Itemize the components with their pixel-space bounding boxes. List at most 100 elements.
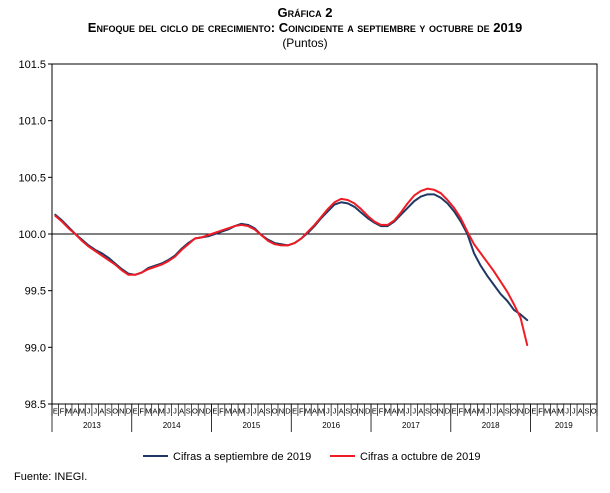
x-year-label: 2019: [555, 421, 573, 430]
x-month-label: M: [398, 407, 404, 416]
x-month-label: O: [192, 407, 198, 416]
x-month-label: A: [392, 407, 397, 416]
x-month-label: M: [145, 407, 151, 416]
x-month-label: S: [186, 407, 191, 416]
x-month-label: A: [498, 407, 503, 416]
x-month-label: S: [345, 407, 350, 416]
x-month-label: S: [265, 407, 270, 416]
y-tick-label: 99.0: [25, 342, 46, 354]
series-line-2: [54, 187, 529, 347]
x-month-label: N: [119, 407, 124, 416]
x-month-label: J: [87, 407, 91, 416]
x-month-label: M: [385, 407, 391, 416]
x-month-label: A: [472, 407, 477, 416]
x-month-label: O: [351, 407, 357, 416]
x-month-label: J: [333, 407, 337, 416]
x-month-label: O: [511, 407, 517, 416]
x-month-label: O: [431, 407, 437, 416]
x-month-label: F: [139, 407, 144, 416]
x-month-label: M: [318, 407, 324, 416]
y-tick-label: 100.5: [18, 172, 46, 184]
x-month-label: J: [485, 407, 489, 416]
x-month-label: O: [591, 407, 597, 416]
y-tick-label: 101.0: [18, 116, 46, 128]
x-month-label: S: [425, 407, 430, 416]
x-month-label: M: [305, 407, 311, 416]
x-month-label: M: [464, 407, 470, 416]
x-month-label: M: [238, 407, 244, 416]
chart-subtitle: Enfoque del ciclo de crecimiento: Coinci…: [87, 20, 523, 35]
chart-title: Gráfica 2: [277, 5, 333, 20]
x-year-label: 2013: [83, 421, 101, 430]
x-month-label: M: [65, 407, 71, 416]
x-month-label: M: [478, 407, 484, 416]
source-note: Fuente: INEGI.: [14, 471, 88, 483]
x-month-label: E: [372, 407, 377, 416]
x-month-label: A: [179, 407, 184, 416]
x-month-label: S: [106, 407, 111, 416]
x-month-label: M: [225, 407, 231, 416]
legend-label-1: Cifras a septiembre de 2019: [173, 451, 311, 463]
x-month-label: A: [153, 407, 158, 416]
x-month-label: M: [159, 407, 165, 416]
y-tick-label: 101.5: [18, 59, 46, 71]
x-month-label: M: [557, 407, 563, 416]
x-month-label: E: [531, 407, 536, 416]
x-month-label: E: [133, 407, 138, 416]
x-month-label: A: [312, 407, 317, 416]
x-month-label: J: [166, 407, 170, 416]
x-month-label: J: [173, 407, 177, 416]
x-month-label: F: [299, 407, 304, 416]
x-month-label: F: [379, 407, 384, 416]
x-month-label: A: [418, 407, 423, 416]
y-tick-label: 98.5: [25, 399, 46, 411]
x-month-label: J: [572, 407, 576, 416]
x-month-label: S: [585, 407, 590, 416]
x-month-label: N: [438, 407, 443, 416]
x-month-label: N: [518, 407, 523, 416]
x-month-label: N: [199, 407, 204, 416]
y-tick-label: 100.0: [18, 229, 46, 241]
x-month-label: O: [112, 407, 118, 416]
x-month-label: E: [452, 407, 457, 416]
x-month-label: M: [544, 407, 550, 416]
x-month-label: D: [285, 407, 291, 416]
x-month-label: D: [365, 407, 371, 416]
x-month-label: J: [406, 407, 410, 416]
x-month-label: J: [492, 407, 496, 416]
x-month-label: M: [79, 407, 85, 416]
legend-label-2: Cifras a octubre de 2019: [360, 451, 480, 463]
x-month-label: A: [259, 407, 264, 416]
x-year-label: 2016: [322, 421, 340, 430]
x-month-label: J: [93, 407, 97, 416]
x-month-label: S: [505, 407, 510, 416]
x-month-label: D: [445, 407, 451, 416]
x-month-label: D: [525, 407, 531, 416]
x-month-label: F: [60, 407, 65, 416]
x-month-label: N: [358, 407, 363, 416]
x-month-label: F: [458, 407, 463, 416]
x-month-label: J: [412, 407, 416, 416]
x-month-label: E: [292, 407, 297, 416]
chart-units: (Puntos): [282, 36, 328, 50]
x-month-label: A: [99, 407, 104, 416]
x-year-label: 2014: [163, 421, 181, 430]
x-month-label: A: [578, 407, 583, 416]
y-tick-label: 99.5: [25, 286, 46, 298]
x-month-label: A: [232, 407, 237, 416]
x-month-label: D: [126, 407, 132, 416]
x-month-label: J: [246, 407, 250, 416]
x-month-label: J: [565, 407, 569, 416]
x-month-label: F: [538, 407, 543, 416]
x-year-label: 2017: [402, 421, 420, 430]
x-month-label: A: [73, 407, 78, 416]
x-month-label: J: [253, 407, 257, 416]
x-year-label: 2015: [242, 421, 260, 430]
x-month-label: E: [212, 407, 217, 416]
chart-titles: Gráfica 2 Enfoque del ciclo de crecimien…: [0, 5, 610, 50]
x-month-label: F: [219, 407, 224, 416]
x-month-label: D: [205, 407, 211, 416]
x-month-label: N: [279, 407, 284, 416]
x-month-label: A: [339, 407, 344, 416]
